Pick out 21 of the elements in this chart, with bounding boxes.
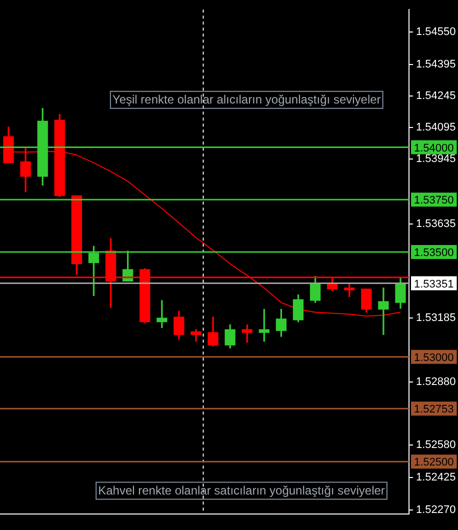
y-tick-label: 1.54245 (416, 90, 456, 102)
y-tick-label: 1.52880 (416, 376, 456, 388)
ref-line-label: 1.54000 (414, 142, 454, 154)
annotation: Yeşil renkte olanlar alıcıların yoğunlaştığı seviyeler (112, 92, 381, 107)
ref-line-label: 1.53750 (414, 194, 454, 207)
y-tick-label: 1.52425 (416, 471, 456, 484)
annotation: Kahvel renkte olanlar satıcıların yoğunlaştığı seviyeler (98, 484, 385, 498)
y-tick-label: 1.54095 (416, 121, 456, 134)
ref-line-label: 1.52753 (414, 404, 454, 416)
ref-line-label: 1.52500 (414, 456, 454, 469)
y-tick-label: 1.53185 (416, 312, 456, 324)
candlestick (378, 288, 389, 335)
y-tick-label: 1.54395 (416, 58, 456, 71)
y-tick-label: 1.52580 (416, 438, 456, 451)
y-tick-label: 1.52270 (416, 504, 456, 516)
ref-line-label: 1.53500 (414, 247, 454, 260)
y-tick-label: 1.54550 (416, 26, 456, 38)
y-tick-label: 1.53945 (416, 152, 456, 165)
ref-line-label: 1.53000 (414, 352, 454, 364)
ref-line-label: 1.53351 (414, 278, 454, 290)
y-tick-label: 1.53635 (416, 218, 456, 230)
